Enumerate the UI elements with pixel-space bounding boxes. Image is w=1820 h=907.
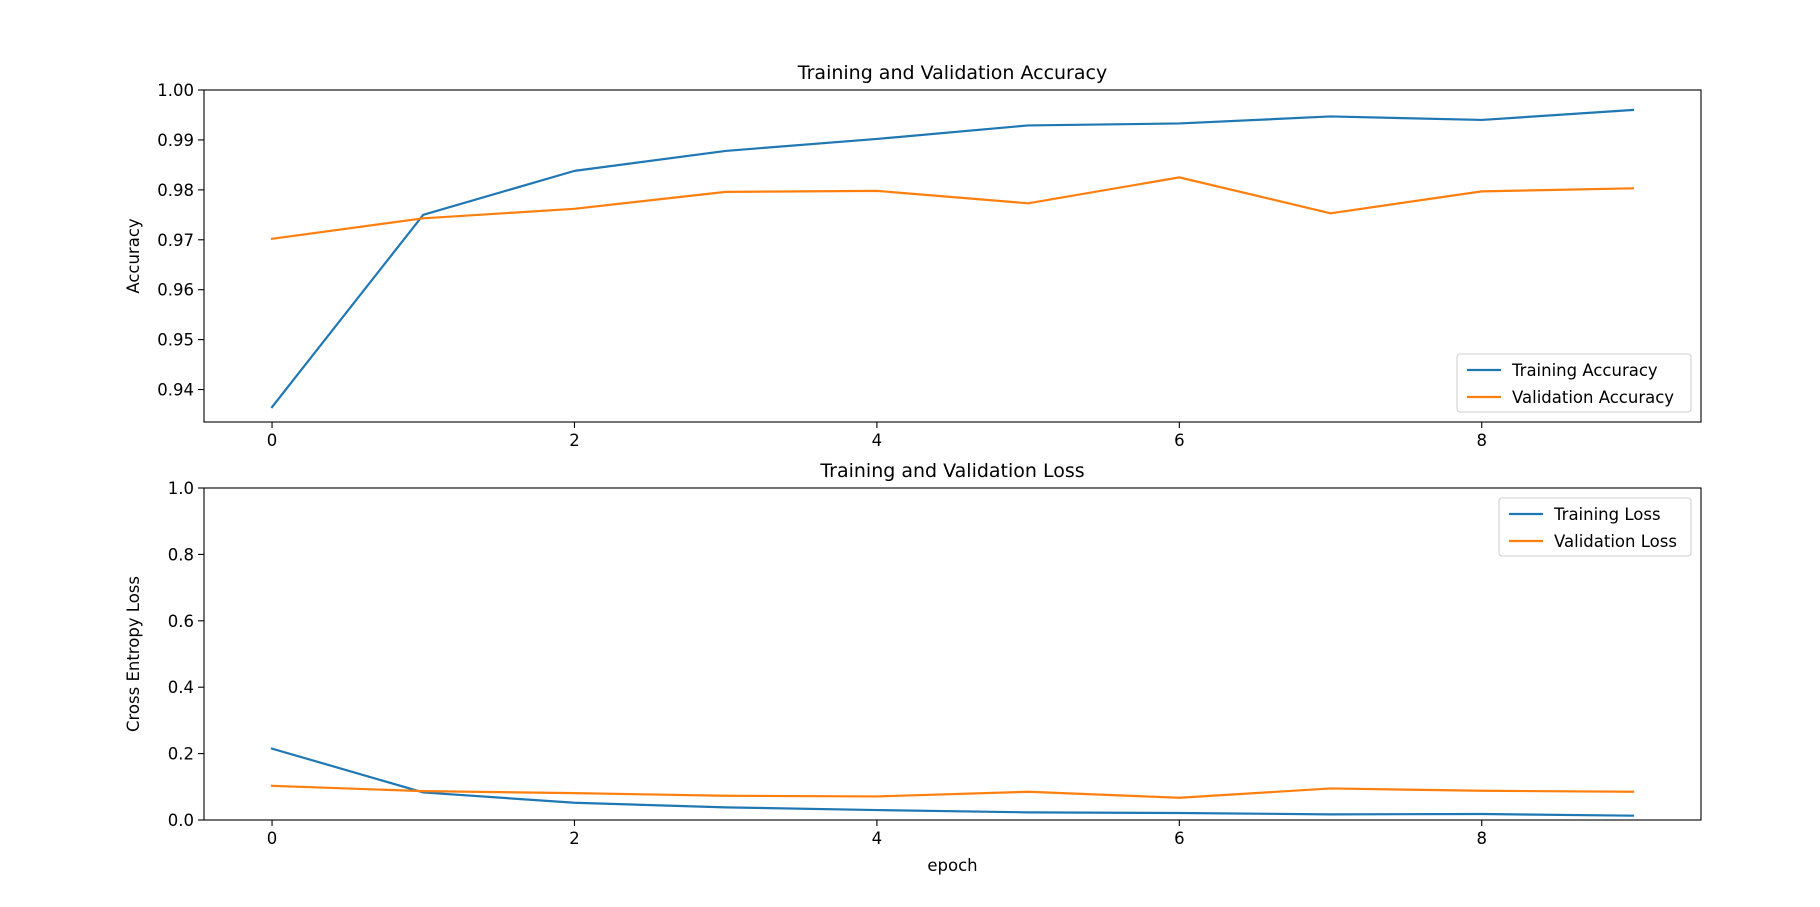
x-tick-label: 4 (872, 431, 883, 450)
legend-box (1456, 353, 1692, 413)
y-tick-label: 0.99 (157, 131, 194, 150)
legend-box (1498, 497, 1692, 557)
plot-frame (203, 487, 1702, 821)
chart-title: Training and Validation Accuracy (797, 62, 1107, 84)
x-tick-label: 2 (569, 431, 580, 450)
series-line-1 (270, 784, 1635, 799)
y-tick-label: 0.6 (168, 612, 194, 631)
chart-title: Training and Validation Loss (819, 460, 1084, 482)
x-tick-label: 8 (1476, 431, 1487, 450)
y-tick-label: 0.97 (157, 231, 194, 250)
y-tick-label: 0.2 (168, 745, 194, 764)
y-tick-label: 1.00 (157, 81, 194, 100)
y-tick-label: 0.96 (157, 281, 194, 300)
y-tick-label: 0.94 (157, 381, 194, 400)
series-line-0 (270, 108, 1635, 409)
x-tick-label: 4 (872, 829, 883, 848)
y-tick-label: 0.98 (157, 181, 194, 200)
series-line-0 (270, 747, 1635, 817)
x-tick-label: 6 (1174, 829, 1185, 848)
x-tick-label: 8 (1476, 829, 1487, 848)
x-tick-label: 6 (1174, 431, 1185, 450)
y-tick-label: 1.0 (168, 479, 194, 498)
legend-entry: Training Loss (1553, 505, 1661, 524)
legend-entry: Validation Accuracy (1512, 388, 1674, 407)
legend: Training Loss Validation Loss (1498, 497, 1692, 557)
legend: Training Accuracy Validation Accuracy (1456, 353, 1692, 413)
y-tick-label: 0.4 (168, 678, 194, 697)
x-tick-label: 0 (267, 829, 278, 848)
chart-0: Training and Validation Accuracy 0 2 4 6 8 0.9… (124, 62, 1702, 450)
x-axis-label: epoch (927, 856, 977, 875)
series-line-1 (270, 176, 1635, 241)
y-axis-label: Cross Entropy Loss (124, 576, 143, 732)
legend-entry: Validation Loss (1554, 532, 1677, 551)
legend-entry: Training Accuracy (1511, 361, 1658, 380)
chart-1: Training and Validation Loss 0 2 4 6 8 0.0 0.2 0… (124, 460, 1702, 875)
plot-frame (203, 89, 1702, 423)
y-tick-label: 0.8 (168, 545, 194, 564)
x-tick-label: 0 (267, 431, 278, 450)
y-axis-label: Accuracy (124, 218, 143, 294)
y-tick-label: 0.0 (168, 811, 194, 830)
x-tick-label: 2 (569, 829, 580, 848)
y-tick-label: 0.95 (157, 331, 194, 350)
